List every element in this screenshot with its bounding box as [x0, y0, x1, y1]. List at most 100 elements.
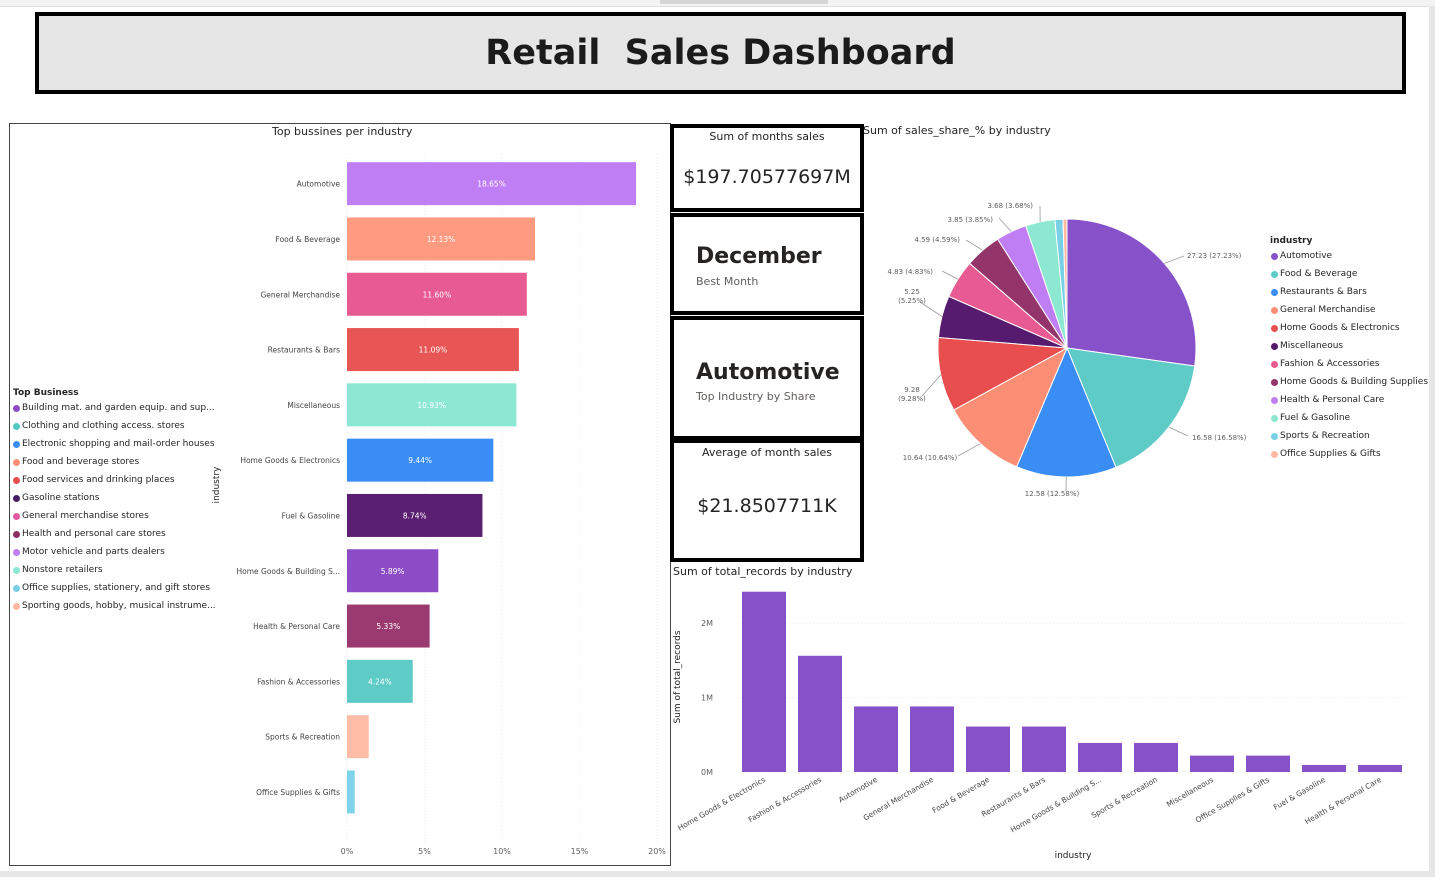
top-business-legend-label: General merchandise stores — [22, 511, 149, 521]
legend-dot-icon — [13, 404, 20, 412]
hbar-category-label: Sports & Recreation — [265, 733, 340, 742]
pie-data-label: 4.83 (4.83%) — [887, 268, 933, 276]
top-business-legend-item[interactable]: Clothing and clothing access. stores — [13, 421, 185, 431]
top-business-legend-item[interactable]: Office supplies, stationery, and gift st… — [13, 583, 210, 593]
top-business-legend-item[interactable]: Motor vehicle and parts dealers — [13, 547, 165, 557]
pie-leader-line — [919, 301, 943, 317]
hbar-category-label: Restaurants & Bars — [268, 346, 340, 355]
pie-legend-item[interactable]: Office Supplies & Gifts — [1271, 449, 1381, 459]
pie-legend-item[interactable]: Fuel & Gasoline — [1271, 413, 1350, 423]
legend-dot-icon — [13, 458, 20, 466]
pie-legend-item[interactable]: Health & Personal Care — [1271, 395, 1384, 405]
average-month-sales-card[interactable]: Average of month sales $21.8507711K — [670, 439, 864, 562]
pie-data-label: 9.28 (9.28%) — [898, 386, 926, 403]
hbar-bar — [347, 659, 413, 703]
legend-dot-icon — [13, 602, 20, 610]
pie-legend-item[interactable]: Automotive — [1271, 251, 1332, 261]
pie-legend-item[interactable]: Restaurants & Bars — [1271, 287, 1367, 297]
pie-leader-line — [941, 270, 959, 280]
hbar-data-label: 11.60% — [423, 290, 452, 299]
top-business-legend-item[interactable]: Nonstore retailers — [13, 565, 103, 575]
hbar-data-label: 9.44% — [408, 456, 432, 465]
hbar-bar — [347, 549, 439, 593]
pie-data-label: 27.23 (27.23%) — [1187, 252, 1242, 260]
average-month-sales-value: $21.8507711K — [697, 495, 837, 517]
sum-months-sales-card[interactable]: Sum of months sales $197.70577697M — [670, 124, 864, 212]
top-business-legend-item[interactable]: Health and personal care stores — [13, 529, 166, 539]
best-month-card[interactable]: December Best Month — [670, 213, 864, 315]
pie-leader-line — [965, 239, 983, 251]
top-business-legend-item[interactable]: Gasoline stations — [13, 493, 99, 503]
dashboard-title: Retail Sales Dashboard — [485, 33, 956, 73]
pie-data-label: 10.64 (10.64%) — [903, 454, 958, 462]
hbar-bar — [347, 383, 517, 427]
vbar-category-label: Home Goods & Building S... — [1009, 775, 1103, 835]
top-business-legend-item[interactable]: Sporting goods, hobby, musical instrume.… — [13, 601, 216, 611]
vbar-bar — [1246, 755, 1290, 772]
hbar-category-label: Home Goods & Electronics — [240, 456, 340, 465]
top-business-legend-label: Food and beverage stores — [22, 457, 140, 467]
hbar-data-label: 5.33% — [376, 622, 400, 631]
best-month-label: Best Month — [696, 275, 759, 288]
top-business-legend-item[interactable]: Electronic shopping and mail-order house… — [13, 439, 215, 449]
pie-legend-item[interactable]: Home Goods & Building Supplies — [1271, 377, 1428, 387]
hbar-data-label: 5.89% — [381, 567, 405, 576]
top-business-legend-item[interactable]: Building mat. and garden equip. and sup.… — [13, 403, 215, 413]
hbar-data-label: 11.09% — [419, 346, 448, 355]
hbar-bar — [347, 493, 483, 537]
hbar-data-label: 18.65% — [477, 180, 506, 189]
legend-dot-icon — [13, 440, 20, 448]
top-business-legend-label: Office supplies, stationery, and gift st… — [22, 583, 211, 593]
top-business-legend-label: Health and personal care stores — [22, 529, 166, 539]
pie-leader-line — [921, 374, 942, 397]
sales-share-pie-chart[interactable]: 27.23 (27.23%) 16.58 (16.58%) 12.58 (12.58… — [862, 138, 1422, 518]
pie-data-label: 12.58 (12.58%) — [1025, 490, 1080, 498]
pie-data-label: 3.85 (3.85%) — [947, 216, 993, 224]
pie-legend-item[interactable]: Food & Beverage — [1271, 269, 1357, 279]
top-business-bar-chart[interactable]: industry 0% 5% 10% 15% 20% Automotive 18.65% Fo… — [10, 124, 670, 865]
records-y-axis-label: Sum of total_records — [673, 630, 683, 723]
pie-legend-item[interactable]: Miscellaneous — [1271, 341, 1343, 351]
top-business-legend-item[interactable]: Food services and drinking places — [13, 475, 175, 485]
pie-legend-label: Food & Beverage — [1280, 269, 1358, 279]
pie-legend-label: Automotive — [1280, 251, 1333, 261]
legend-dot-icon — [13, 548, 20, 556]
legend-dot-icon — [1271, 288, 1278, 296]
pie-data-label: 4.59 (4.59%) — [914, 236, 960, 244]
top-business-legend-item[interactable]: General merchandise stores — [13, 511, 149, 521]
legend-dot-icon — [13, 530, 20, 538]
dashboard-title-box: Retail Sales Dashboard — [35, 12, 1406, 94]
hbar-x-tick-label: 15% — [571, 847, 589, 856]
top-business-legend-label: Gasoline stations — [22, 493, 100, 503]
top-industry-card[interactable]: Automotive Top Industry by Share — [670, 316, 864, 440]
pie-legend-item[interactable]: Home Goods & Electronics — [1271, 323, 1400, 333]
pie-legend-label: Restaurants & Bars — [1280, 287, 1367, 297]
pie-data-label-value: 9.28 — [904, 386, 920, 394]
hbar-category-label: Miscellaneous — [287, 401, 340, 410]
pie-legend-item[interactable]: Sports & Recreation — [1271, 431, 1370, 441]
sum-months-sales-value: $197.70577697M — [683, 166, 851, 188]
vbar-y-tick-label: 2M — [701, 619, 713, 628]
pie-leader-line — [957, 443, 981, 457]
window-tab[interactable] — [660, 0, 828, 4]
total-records-bar-chart[interactable]: Sum of total_records industry 0M 1M 2M Home… — [668, 577, 1408, 877]
vbar-category-label: Miscellaneous — [1165, 775, 1215, 809]
pie-legend-label: Office Supplies & Gifts — [1280, 449, 1381, 459]
hbar-category-label: Office Supplies & Gifts — [256, 788, 340, 797]
pie-legend-item[interactable]: Fashion & Accessories — [1271, 359, 1379, 369]
legend-dot-icon — [1271, 414, 1278, 422]
top-business-legend-label: Motor vehicle and parts dealers — [22, 547, 165, 557]
pie-slice — [1062, 218, 1068, 349]
pie-legend-item[interactable]: General Merchandise — [1271, 305, 1375, 315]
top-business-chart-panel[interactable]: Top bussines per industry Top Business i… — [9, 123, 671, 866]
vbar-bar — [742, 591, 786, 772]
hbar-x-tick-label: 20% — [648, 847, 666, 856]
legend-dot-icon — [1271, 450, 1278, 458]
pie-slice — [1066, 347, 1196, 469]
hbar-bar — [347, 604, 430, 648]
top-business-y-axis-label: industry — [212, 466, 222, 504]
hbar-category-label: Fuel & Gasoline — [282, 511, 341, 520]
top-business-legend-item[interactable]: Food and beverage stores — [13, 457, 139, 467]
vbar-category-label: Fuel & Gasoline — [1272, 775, 1327, 812]
hbar-x-tick-label: 10% — [493, 847, 511, 856]
